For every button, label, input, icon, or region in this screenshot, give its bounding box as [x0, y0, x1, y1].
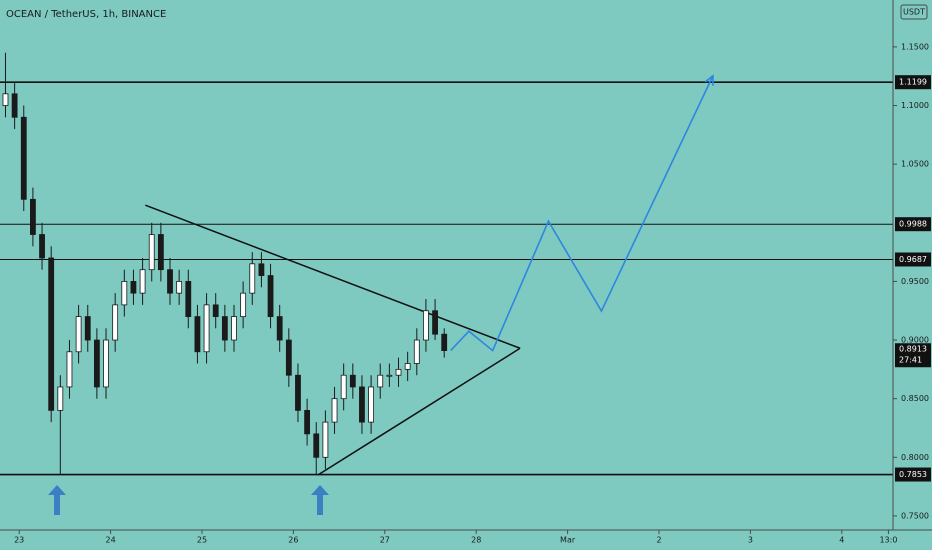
candle-body: [221, 316, 228, 341]
candle-body: [39, 234, 45, 259]
candle-body: [377, 374, 384, 388]
candle-body: [11, 93, 18, 118]
candle-body: [349, 374, 356, 388]
candle-body: [413, 339, 420, 364]
candle-body: [404, 363, 411, 370]
currency-box: [900, 4, 928, 20]
current-price-box: [895, 343, 931, 368]
candle-body: [75, 316, 82, 353]
candle-body: [258, 263, 265, 276]
level-label-box: [895, 467, 931, 482]
candle-body: [176, 281, 183, 294]
level-label-box: [895, 252, 931, 267]
candle-body: [285, 339, 292, 376]
candle-body: [84, 316, 91, 341]
candle-body: [368, 386, 374, 423]
candle-body: [167, 269, 173, 294]
candle-body: [139, 269, 146, 294]
candle-body: [2, 93, 9, 106]
candle-body: [212, 304, 219, 317]
candle-body: [93, 339, 100, 388]
candle-body: [441, 333, 448, 351]
x-tick-label: Mar: [560, 536, 576, 545]
level-label: 0.7853: [899, 470, 927, 479]
candle-body: [112, 304, 119, 341]
candle-body: [240, 292, 247, 317]
x-tick-label: 23: [14, 536, 24, 545]
triangle-line: [145, 204, 521, 349]
candle-body: [57, 386, 64, 411]
x-tick-label: 2: [656, 536, 661, 545]
candle-body: [423, 310, 429, 341]
up-arrow: [48, 485, 66, 515]
arrow-icons: [48, 485, 329, 515]
level-label: 0.9988: [899, 220, 927, 229]
candle-body: [194, 316, 201, 353]
countdown-label: 27:41: [899, 356, 922, 365]
candle-body: [103, 339, 109, 388]
x-tick-label: 28: [471, 536, 481, 545]
candle-body: [185, 281, 192, 317]
y-tick-label: 1.1500: [901, 42, 929, 51]
x-tick-label: 3: [748, 536, 753, 545]
candle-body: [30, 198, 36, 235]
projection-arrowhead: [704, 74, 714, 86]
candle-body: [295, 374, 301, 411]
candle-body: [121, 281, 128, 306]
level-label: 1.1199: [899, 78, 927, 87]
level-label-box: [895, 75, 931, 90]
x-tick-label: 24: [106, 536, 116, 545]
y-tick-label: 0.9500: [901, 277, 929, 286]
candle-body: [304, 409, 311, 435]
triangle-line: [317, 347, 521, 476]
candle-body: [276, 316, 283, 341]
candle-body: [322, 421, 329, 458]
level-label: 0.9687: [899, 255, 927, 264]
candle-body: [432, 310, 438, 335]
x-tick-label: 13:0: [879, 536, 897, 545]
chart-title: OCEAN / TetherUS, 1h, BINANCE: [6, 9, 166, 20]
plot-area: [0, 52, 893, 476]
candle-body: [267, 275, 274, 317]
candle-body: [249, 263, 256, 294]
x-tick-label: 26: [288, 536, 298, 545]
candle-body: [66, 351, 73, 388]
candle-body: [157, 234, 164, 271]
y-tick-label: 0.8500: [901, 394, 929, 403]
currency: USDT: [903, 8, 925, 17]
up-arrow: [311, 485, 329, 515]
candle-body: [395, 368, 402, 376]
candle-body: [130, 281, 137, 294]
x-tick-label: 27: [380, 536, 390, 545]
y-tick-label: 0.7500: [901, 511, 929, 520]
candle-body: [231, 316, 237, 341]
y-tick-label: 1.0500: [901, 160, 929, 169]
candle-body: [313, 433, 320, 458]
candle-body: [148, 234, 155, 271]
y-tick-label: 0.9000: [901, 336, 929, 345]
y-tick-label: 1.1000: [901, 101, 929, 110]
x-tick-label: 25: [197, 536, 207, 545]
candle-body: [386, 374, 393, 377]
candle-body: [331, 398, 338, 423]
candle-body: [359, 386, 365, 423]
y-tick-label: 0.8000: [901, 453, 929, 462]
candle-body: [340, 374, 347, 400]
x-tick-label: 4: [839, 536, 844, 545]
candle-body: [20, 116, 27, 200]
candle-body: [48, 257, 55, 411]
level-label-box: [895, 217, 931, 232]
projection-path: [450, 75, 714, 352]
candle-body: [203, 304, 210, 353]
current-price-label: 0.8913: [899, 345, 927, 354]
